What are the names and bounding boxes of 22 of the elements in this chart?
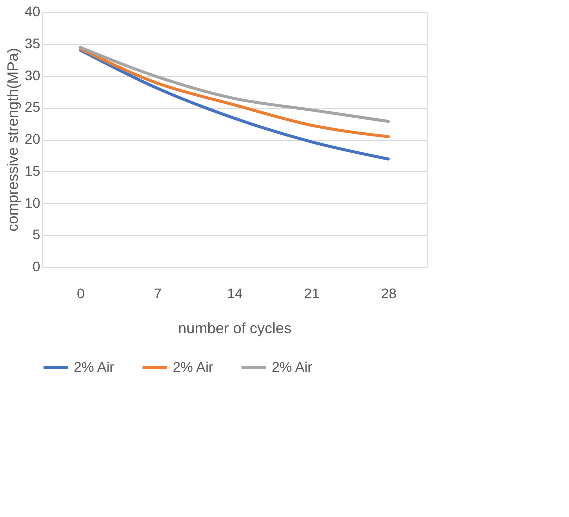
- y-axis-title: compressive strength(MPa): [4, 48, 22, 232]
- y-tick-label: 10: [24, 194, 41, 211]
- x-tick-label: 28: [381, 286, 397, 302]
- legend-label: 2% Air: [74, 359, 115, 375]
- y-tick-label: 15: [24, 162, 41, 179]
- y-tick-label: 20: [24, 131, 41, 147]
- line-series: [79, 46, 390, 124]
- line-series: [79, 47, 390, 138]
- legend-label: 2% Air: [173, 359, 214, 375]
- y-tick-label: 25: [24, 99, 41, 116]
- y-tick-label: 0: [32, 258, 41, 274]
- line-series: [79, 48, 390, 161]
- y-tick-label: 5: [32, 226, 41, 243]
- y-tick-label: 30: [24, 67, 41, 84]
- x-tick-label: 0: [77, 286, 86, 302]
- x-tick-label: 14: [227, 286, 243, 302]
- x-tick-label: 21: [304, 286, 320, 302]
- x-axis-title: number of cycles: [178, 320, 292, 338]
- y-tick-label: 35: [24, 35, 41, 52]
- legend-label: 2% Air: [272, 359, 313, 375]
- y-tick-label: 40: [24, 4, 41, 20]
- x-tick-label: 7: [154, 286, 162, 302]
